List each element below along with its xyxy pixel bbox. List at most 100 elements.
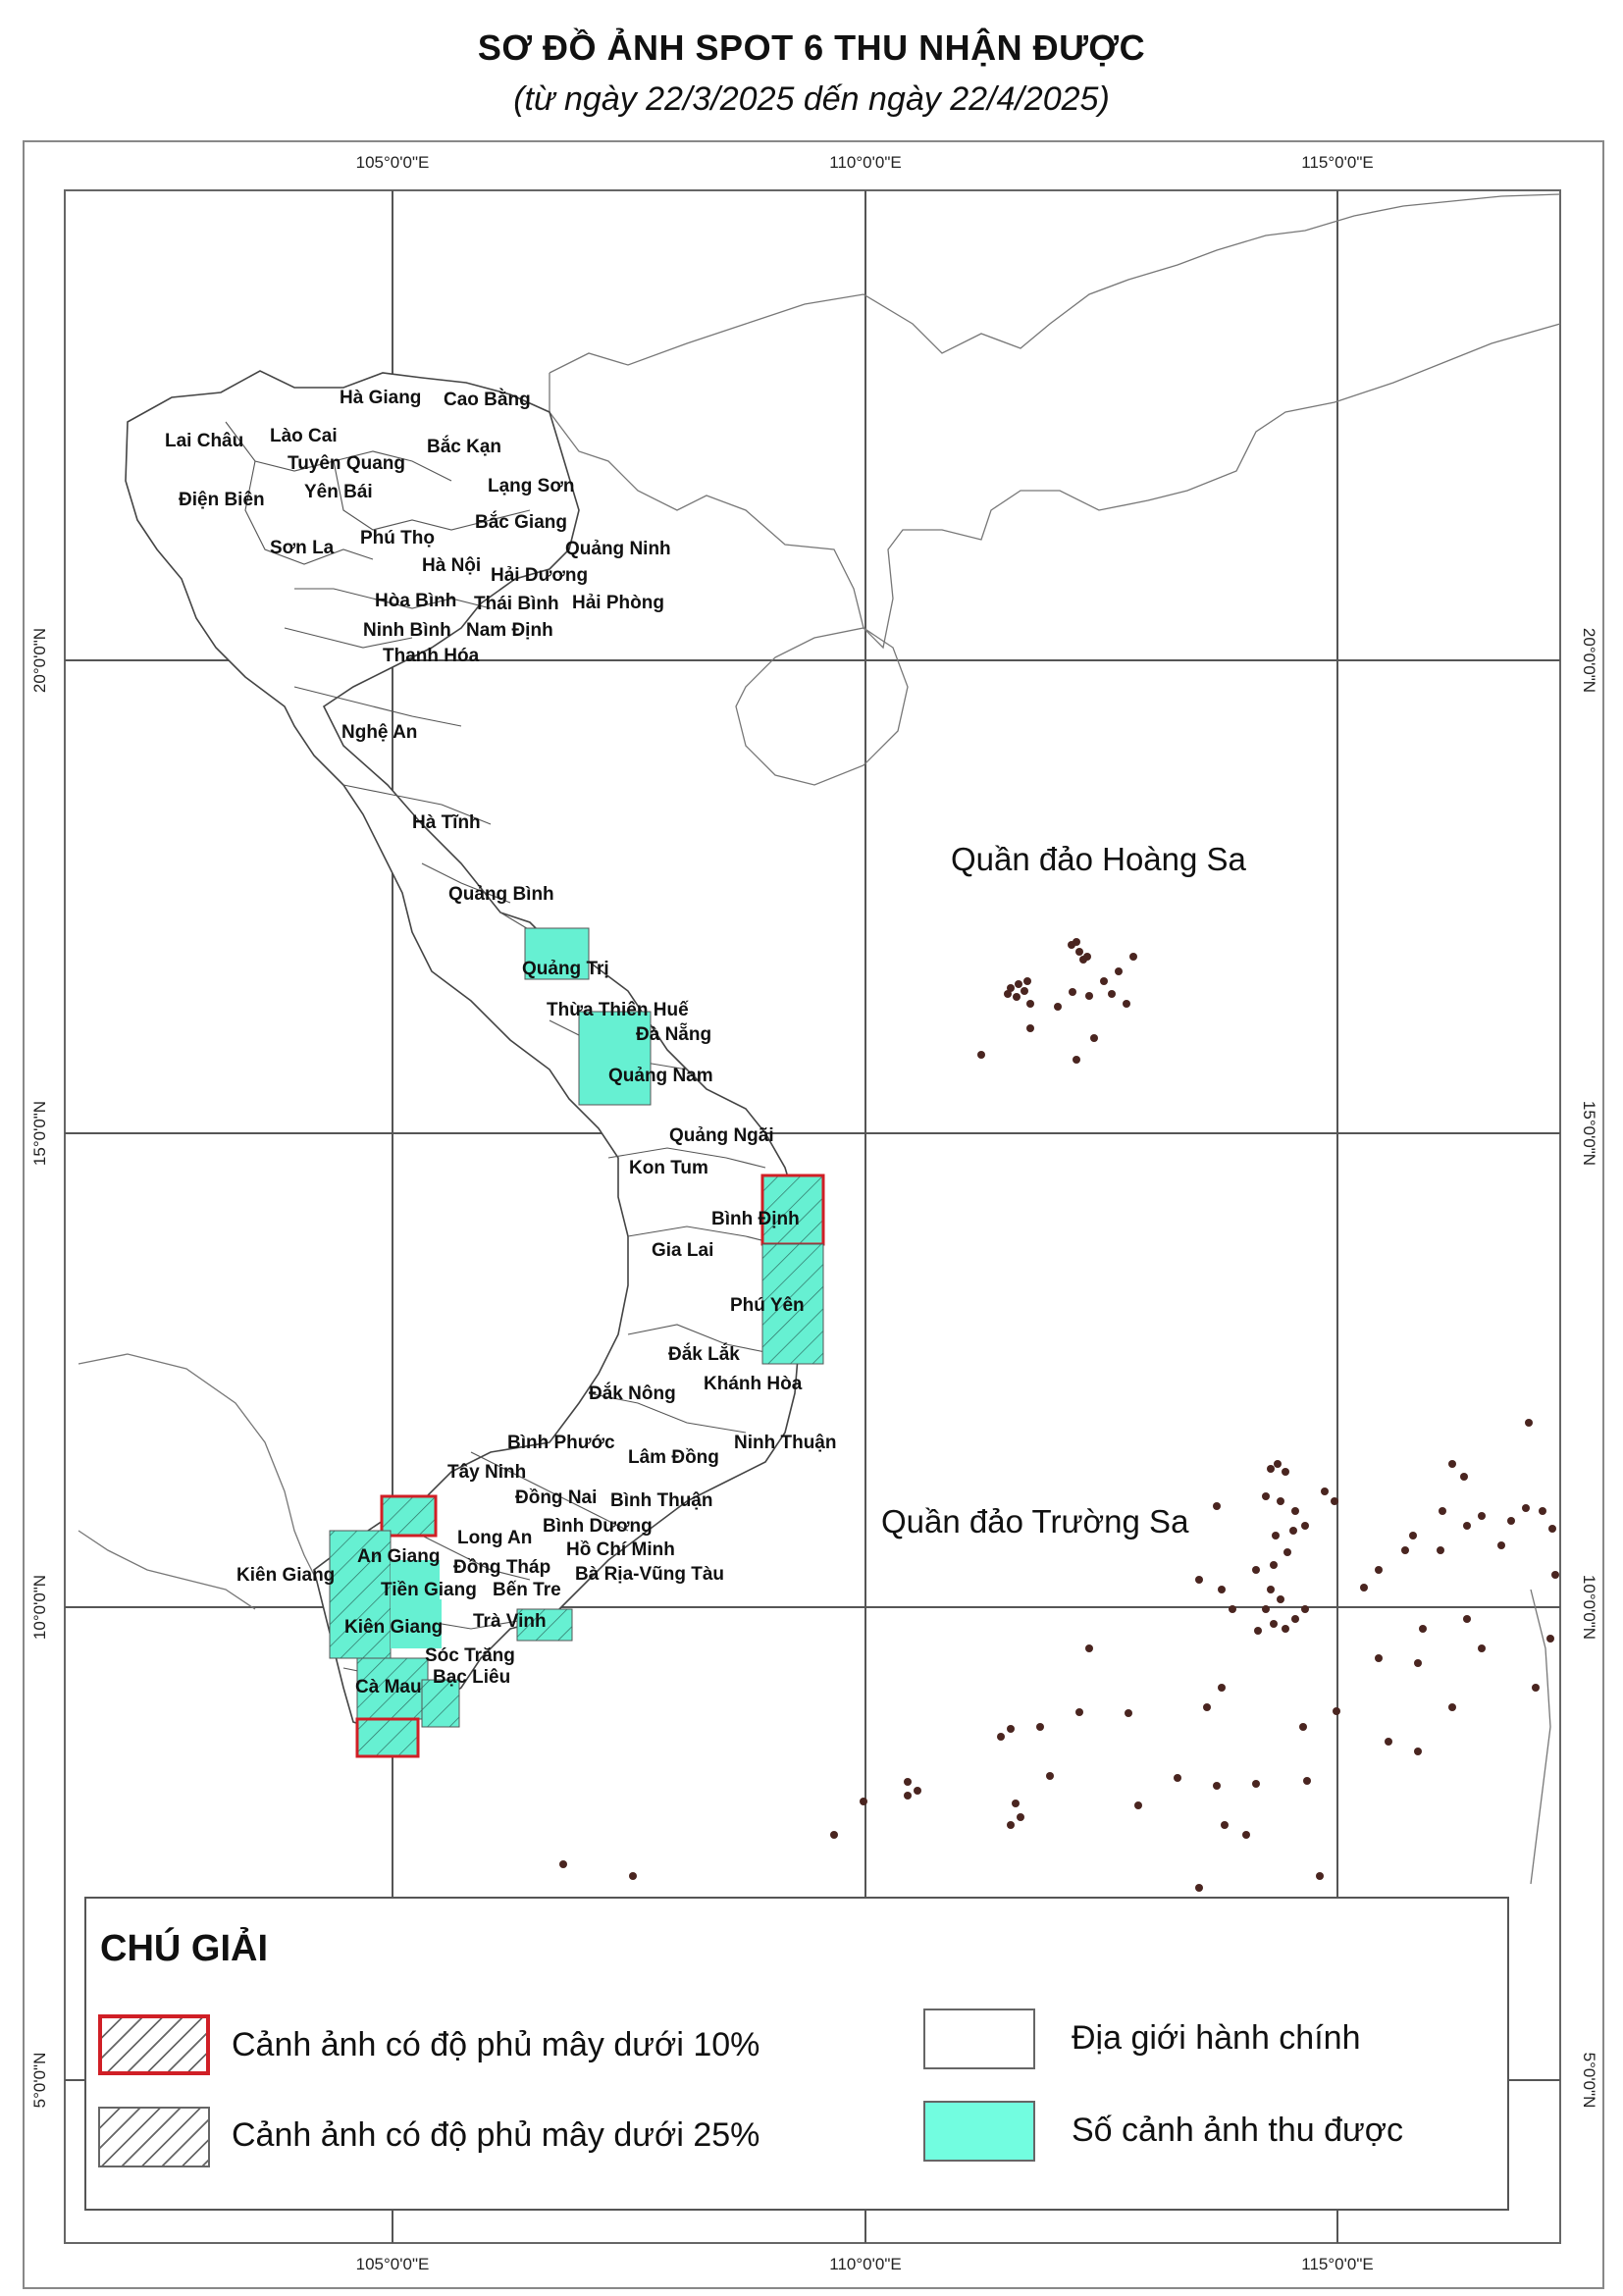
lon-label-105-bottom: 105°0'0"E: [356, 2255, 430, 2273]
label-binh-thuan: Bình Thuận: [610, 1490, 712, 1511]
label-dong-thap: Đồng Tháp: [453, 1557, 550, 1578]
label-hoang-sa: Quần đảo Hoàng Sa: [951, 841, 1247, 877]
lat-label-10-left: 10°0'0"N: [30, 1575, 49, 1640]
scene-ca-mau-south-hatch: [357, 1719, 418, 1756]
label-long-an: Long An: [457, 1528, 532, 1548]
legend-label-cloud10: Cảnh ảnh có độ phủ mây dưới 10%: [232, 2026, 760, 2063]
scene-quang-tri: [524, 927, 590, 980]
label-cao-bang: Cao Bằng: [444, 389, 531, 410]
label-khanh-hoa: Khánh Hòa: [704, 1374, 803, 1394]
label-nam-dinh: Nam Định: [466, 620, 553, 641]
hoang-sa-islands: [977, 938, 1137, 1064]
map-frame: [64, 189, 1561, 2244]
label-phu-yen: Phú Yên: [730, 1295, 805, 1316]
label-kon-tum: Kon Tum: [629, 1158, 708, 1178]
label-ha-giang: Hà Giang: [340, 388, 421, 408]
label-an-giang: An Giang: [357, 1546, 440, 1567]
legend-swatch-cloud25: [98, 2107, 210, 2167]
label-lao-cai: Lào Cai: [270, 426, 338, 446]
label-truong-sa: Quần đảo Trường Sa: [881, 1503, 1189, 1539]
scene-ca-mau-hatch: [357, 1658, 428, 1719]
label-hai-duong: Hải Dương: [491, 565, 588, 586]
lon-label-105-top: 105°0'0"E: [356, 153, 430, 172]
label-dak-nong: Đắk Nông: [589, 1383, 676, 1404]
outer-frame: [23, 140, 1604, 2289]
legend-swatch-admin-border: [923, 2009, 1035, 2069]
label-kien-giang-west: Kiên Giang: [236, 1565, 335, 1586]
label-quang-tri: Quảng Trị: [522, 959, 609, 979]
legend-label-admin-border: Địa giới hành chính: [1072, 2019, 1361, 2057]
label-lang-son: Lạng Sơn: [488, 476, 574, 496]
label-hai-phong: Hải Phòng: [572, 593, 664, 613]
scene-phu-yen-hatch: [762, 1244, 823, 1364]
label-lai-chau: Lai Châu: [165, 431, 243, 451]
label-binh-duong: Bình Dương: [543, 1516, 653, 1537]
label-tien-giang: Tiền Giang: [381, 1580, 477, 1600]
label-phu-tho: Phú Thọ: [360, 528, 435, 548]
lon-label-110-bottom: 110°0'0"E: [829, 2255, 901, 2273]
label-ba-ria-vung-tau: Bà Rịa-Vũng Tàu: [575, 1564, 724, 1585]
scene-bac-lieu-hatch: [422, 1680, 459, 1727]
label-thanh-hoa: Thanh Hóa: [383, 646, 480, 666]
lat-label-15-right: 15°0'0"N: [1580, 1101, 1598, 1166]
lat-label-5-right: 5°0'0"N: [1580, 2053, 1598, 2109]
label-soc-trang: Sóc Trăng: [425, 1645, 515, 1666]
label-quang-ninh: Quảng Ninh: [565, 539, 671, 559]
label-tra-vinh: Trà Vinh: [473, 1611, 547, 1632]
label-tay-ninh: Tây Ninh: [447, 1462, 526, 1483]
label-thai-binh: Thái Bình: [474, 594, 559, 614]
label-thua-thien-hue: Thừa Thiên Huế: [547, 1000, 689, 1020]
label-bac-kan: Bắc Kạn: [427, 436, 501, 457]
lon-label-115-top: 115°0'0"E: [1301, 153, 1373, 172]
label-ha-tinh: Hà Tĩnh: [412, 812, 481, 833]
label-da-nang: Đà Nẵng: [636, 1022, 711, 1045]
label-ha-noi: Hà Nội: [422, 555, 481, 576]
label-gia-lai: Gia Lai: [652, 1240, 713, 1261]
lat-label-10-right: 10°0'0"N: [1580, 1575, 1598, 1640]
label-son-la: Sơn La: [270, 538, 335, 558]
label-kien-giang: Kiên Giang: [344, 1617, 443, 1638]
label-ca-mau: Cà Mau: [355, 1677, 422, 1697]
legend-label-scene-count: Số cảnh ảnh thu được: [1072, 2112, 1404, 2149]
scene-quang-nam: [578, 1011, 652, 1106]
legend-title: CHÚ GIẢI: [100, 1928, 268, 1969]
label-yen-bai: Yên Bái: [304, 482, 373, 502]
label-dien-bien: Điện Biên: [179, 490, 265, 510]
map-subtitle: (từ ngày 22/3/2025 dến ngày 22/4/2025): [513, 80, 1110, 118]
scene-an-giang-north-hatch: [382, 1496, 436, 1536]
hainan-coast: [735, 627, 909, 786]
label-quang-ngai: Quảng Ngãi: [669, 1125, 774, 1146]
label-ninh-thuan: Ninh Thuận: [734, 1433, 836, 1453]
scene-tien-giang: [391, 1560, 440, 1599]
scene-kien-giang-hatch: [330, 1531, 391, 1658]
label-lam-dong: Lâm Đồng: [628, 1447, 719, 1468]
vietnam-outline: [125, 370, 806, 1733]
label-quang-binh: Quảng Bình: [448, 884, 554, 905]
scene-kien-giang-east: [391, 1599, 442, 1648]
scene-an-giang-north-cloud10: [380, 1494, 438, 1538]
map-title: SƠ ĐỒ ẢNH SPOT 6 THU NHẬN ĐƯỢC: [477, 27, 1146, 68]
legend-swatch-scene-count: [923, 2101, 1035, 2162]
scene-ca-mau-south-cloud10: [355, 1717, 420, 1758]
lon-label-115-bottom: 115°0'0"E: [1301, 2255, 1373, 2273]
label-binh-phuoc: Bình Phước: [507, 1433, 615, 1453]
label-ho-chi-minh: Hồ Chí Minh: [566, 1539, 675, 1560]
truong-sa-islands: [559, 1419, 1559, 1892]
lon-label-110-top: 110°0'0"E: [829, 153, 901, 172]
lat-label-15-left: 15°0'0"N: [30, 1101, 49, 1166]
label-binh-dinh: Bình Định: [711, 1209, 800, 1229]
label-dak-lak: Đắk Lắk: [668, 1343, 740, 1365]
province-labels: Hà Giang Cao Bằng Lai Châu Lào Cai Bắc K…: [165, 388, 836, 1697]
legend-label-cloud25: Cảnh ảnh có độ phủ mây dưới 25%: [232, 2116, 760, 2154]
label-ben-tre: Bến Tre: [493, 1580, 561, 1600]
scene-footprints: [329, 927, 825, 1758]
neighbour-coastlines: [78, 193, 1561, 1885]
scene-tra-vinh-hatch: [517, 1609, 572, 1641]
label-nghe-an: Nghệ An: [341, 722, 417, 743]
label-bac-giang: Bắc Giang: [475, 511, 567, 533]
lat-label-20-left: 20°0'0"N: [30, 628, 49, 693]
scene-binh-dinh-hatch: [762, 1175, 823, 1244]
label-tuyen-quang: Tuyên Quang: [288, 453, 405, 474]
label-hoa-binh: Hòa Bình: [375, 591, 456, 611]
